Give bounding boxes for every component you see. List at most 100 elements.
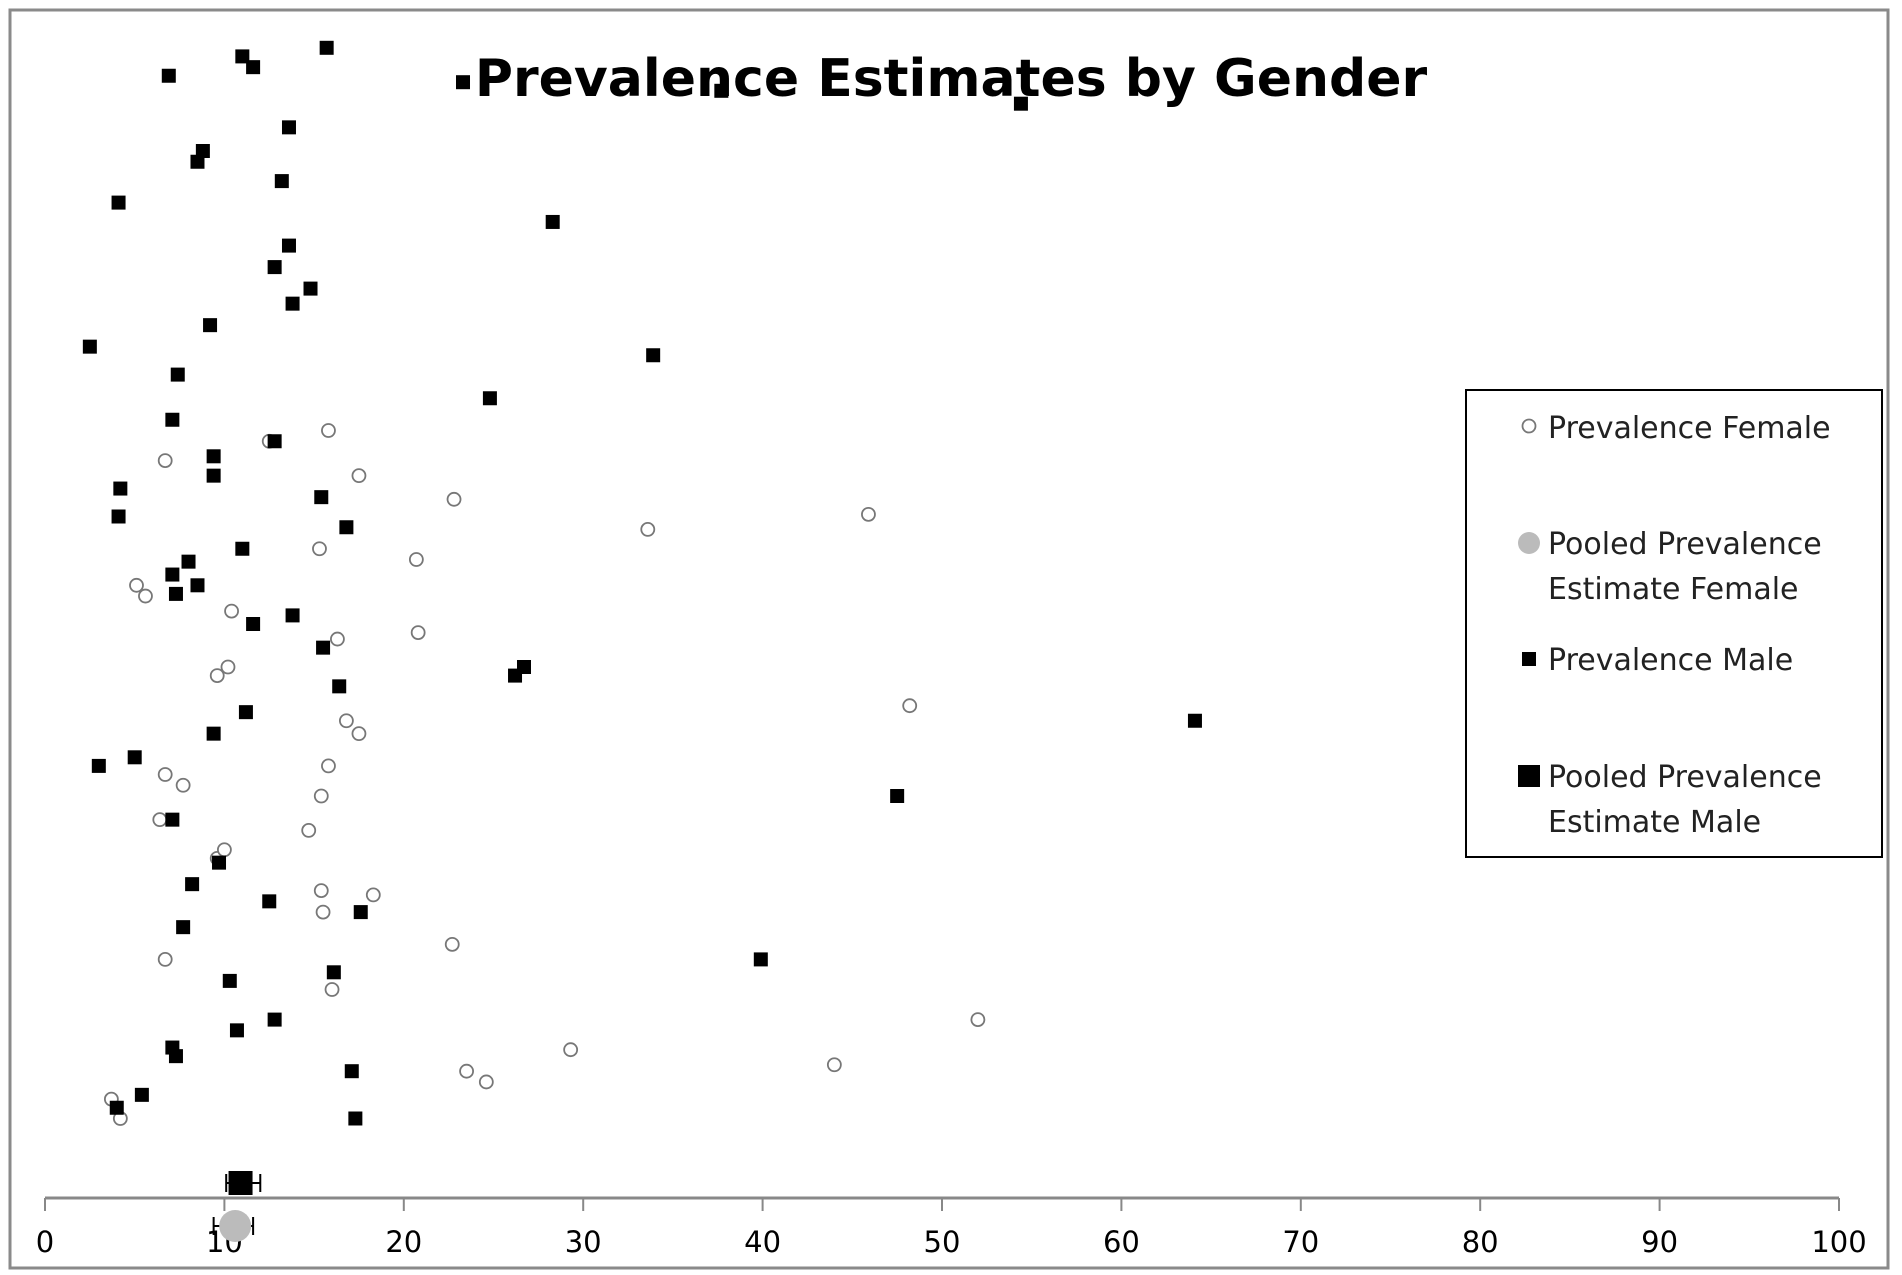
female-point-17 bbox=[313, 788, 329, 804]
male-point-57 bbox=[1013, 96, 1028, 111]
male-point-7 bbox=[267, 1012, 282, 1027]
male-point-26 bbox=[316, 640, 331, 655]
female-point-33 bbox=[640, 522, 656, 537]
legend-marker-male bbox=[1522, 652, 1536, 666]
male-point-8 bbox=[326, 965, 341, 980]
male-point-14 bbox=[185, 877, 200, 892]
legend: Prevalence Female Pooled Prevalence Estima… bbox=[1465, 389, 1883, 858]
male-point-3 bbox=[344, 1064, 359, 1079]
x-tick-label-8: 80 bbox=[1462, 1225, 1499, 1259]
male-point-9 bbox=[753, 952, 768, 967]
female-point-36 bbox=[351, 468, 367, 484]
male-point-28 bbox=[285, 608, 300, 623]
male-point-20 bbox=[206, 726, 221, 741]
female-point-6 bbox=[970, 1012, 986, 1027]
female-point-11 bbox=[365, 887, 381, 903]
female-point-20 bbox=[321, 758, 336, 774]
female-point-10 bbox=[315, 904, 331, 920]
legend-marker-pooled-male bbox=[1518, 765, 1540, 787]
female-point-14 bbox=[216, 842, 232, 858]
x-tick-label-4: 40 bbox=[744, 1225, 781, 1259]
female-point-31 bbox=[408, 552, 424, 567]
female-point-26 bbox=[330, 631, 345, 647]
male-point-44 bbox=[646, 348, 661, 363]
male-point-15 bbox=[212, 855, 227, 870]
x-axis-ticks bbox=[44, 1198, 1840, 1211]
male-point-52 bbox=[111, 195, 126, 210]
legend-label-pooled-female-0: Pooled Prevalence bbox=[1548, 527, 1822, 562]
male-point-13 bbox=[262, 894, 277, 909]
female-point-24 bbox=[209, 668, 225, 683]
legend-label-pooled-male-1: Estimate Male bbox=[1548, 805, 1761, 840]
x-tick-label-6: 60 bbox=[1103, 1225, 1140, 1259]
female-point-39 bbox=[321, 423, 336, 438]
female-point-8 bbox=[157, 952, 173, 967]
female-point-7 bbox=[324, 982, 340, 997]
male-point-33 bbox=[235, 541, 250, 556]
male-point-0 bbox=[109, 1100, 124, 1115]
male-point-12 bbox=[353, 905, 368, 920]
x-axis-tick-labels: 0 10 20 30 40 50 60 70 80 90 100 bbox=[36, 1225, 1867, 1259]
male-point-54 bbox=[190, 154, 205, 169]
male-point-27 bbox=[246, 617, 261, 631]
male-point-38 bbox=[113, 481, 128, 496]
female-point-28 bbox=[224, 603, 239, 619]
female-point-15 bbox=[301, 823, 317, 838]
male-point-50 bbox=[281, 238, 296, 253]
male-point-48 bbox=[303, 281, 318, 296]
female-point-22 bbox=[338, 713, 354, 729]
male-point-40 bbox=[267, 434, 282, 449]
male-point-31 bbox=[165, 567, 180, 582]
male-point-58 bbox=[714, 83, 729, 98]
male-point-56 bbox=[281, 120, 296, 135]
x-tick-label-0: 0 bbox=[36, 1225, 54, 1259]
female-point-35 bbox=[446, 491, 462, 507]
male-point-16 bbox=[165, 812, 180, 827]
x-tick-label-9: 90 bbox=[1641, 1225, 1678, 1259]
female-point-2 bbox=[478, 1074, 494, 1090]
male-point-5 bbox=[165, 1040, 180, 1055]
male-point-46 bbox=[203, 318, 218, 333]
male-point-39 bbox=[206, 449, 221, 464]
female-point-21 bbox=[351, 726, 367, 742]
male-point-41 bbox=[165, 412, 180, 427]
male-point-19 bbox=[127, 750, 142, 765]
male-point-18 bbox=[91, 758, 106, 773]
female-point-32 bbox=[312, 541, 327, 557]
x-tick-label-7: 70 bbox=[1282, 1225, 1319, 1259]
x-tick-label-2: 20 bbox=[385, 1225, 422, 1259]
male-point-49 bbox=[267, 260, 282, 275]
female-point-30 bbox=[129, 577, 144, 593]
male-point-1 bbox=[348, 1111, 363, 1126]
female-point-25 bbox=[220, 659, 236, 675]
male-point-61 bbox=[246, 60, 261, 75]
male-point-45 bbox=[82, 339, 97, 354]
male-point-37 bbox=[206, 468, 221, 483]
male-point-17 bbox=[890, 789, 905, 803]
legend-marker-pooled-female bbox=[1518, 532, 1540, 554]
chart-title: Prevalence Estimates by Gender bbox=[475, 49, 1428, 109]
male-point-34 bbox=[339, 520, 354, 535]
female-point-23 bbox=[902, 698, 918, 714]
legend-label-pooled-male-0: Pooled Prevalence bbox=[1548, 760, 1822, 795]
pooled-estimates bbox=[212, 1171, 262, 1242]
male-point-23 bbox=[332, 679, 347, 694]
female-point-29 bbox=[138, 588, 153, 604]
x-tick-label-5: 50 bbox=[924, 1225, 961, 1259]
series-prevalence-male bbox=[82, 40, 1202, 1126]
male-point-32 bbox=[181, 554, 196, 569]
female-point-19 bbox=[157, 767, 173, 782]
legend-marker-female bbox=[1521, 418, 1537, 434]
pooled-female-marker bbox=[219, 1210, 252, 1242]
legend-label-male-0: Prevalence Male bbox=[1548, 643, 1793, 678]
female-point-18 bbox=[175, 777, 191, 793]
female-point-27 bbox=[410, 625, 426, 640]
male-point-62 bbox=[235, 49, 250, 64]
female-point-9 bbox=[444, 936, 460, 952]
female-point-4 bbox=[826, 1057, 842, 1073]
legend-label-female-0: Prevalence Female bbox=[1548, 411, 1831, 446]
male-point-10 bbox=[222, 973, 237, 988]
female-point-34 bbox=[861, 506, 876, 522]
male-point-36 bbox=[314, 490, 329, 505]
